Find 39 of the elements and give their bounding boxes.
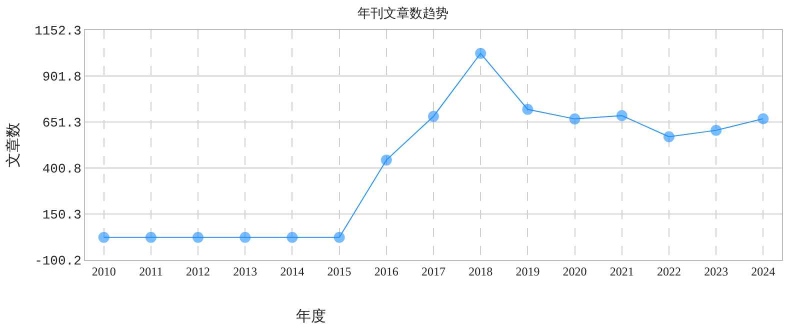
point	[616, 110, 628, 122]
x-tick-label: 2012	[186, 264, 210, 278]
point	[192, 232, 204, 243]
point	[710, 124, 722, 136]
y-tick-label: 400.8	[42, 162, 82, 177]
point	[522, 104, 534, 115]
x-tick-label: 2017	[422, 264, 446, 278]
y-tick-label: 1152.3	[34, 24, 82, 39]
point	[145, 232, 156, 243]
point	[475, 48, 486, 59]
point	[380, 154, 392, 166]
point	[286, 232, 298, 243]
point	[428, 110, 439, 122]
x-tick-label: 2016	[374, 264, 398, 278]
x-tick-label: 2018	[468, 264, 493, 278]
point	[758, 113, 769, 124]
x-tick-label: 2019	[516, 264, 540, 278]
y-axis-title: 文章数	[4, 122, 22, 168]
chart-title: 年刊文章数趋势	[358, 5, 448, 20]
point	[98, 232, 110, 243]
point	[334, 232, 345, 243]
point	[569, 113, 580, 124]
x-tick-label: 2010	[92, 264, 116, 278]
x-axis-title: 年度	[296, 308, 326, 325]
y-tick-label: 901.8	[42, 70, 82, 85]
x-tick-label: 2013	[233, 264, 258, 278]
x-tick-label: 2024	[751, 264, 776, 278]
y-tick-label: 150.3	[42, 208, 82, 223]
x-tick-label: 2021	[610, 264, 634, 278]
point	[240, 232, 251, 243]
y-tick-label: -100.2	[34, 254, 82, 269]
x-tick-label: 2011	[139, 264, 163, 278]
x-tick-label: 2015	[327, 264, 352, 278]
y-tick-label: 651.3	[42, 116, 82, 131]
x-tick-label: 2023	[704, 264, 728, 278]
x-tick-label: 2014	[280, 264, 304, 278]
x-tick-label: 2020	[562, 264, 587, 278]
point	[663, 131, 674, 142]
x-tick-label: 2022	[656, 264, 681, 278]
